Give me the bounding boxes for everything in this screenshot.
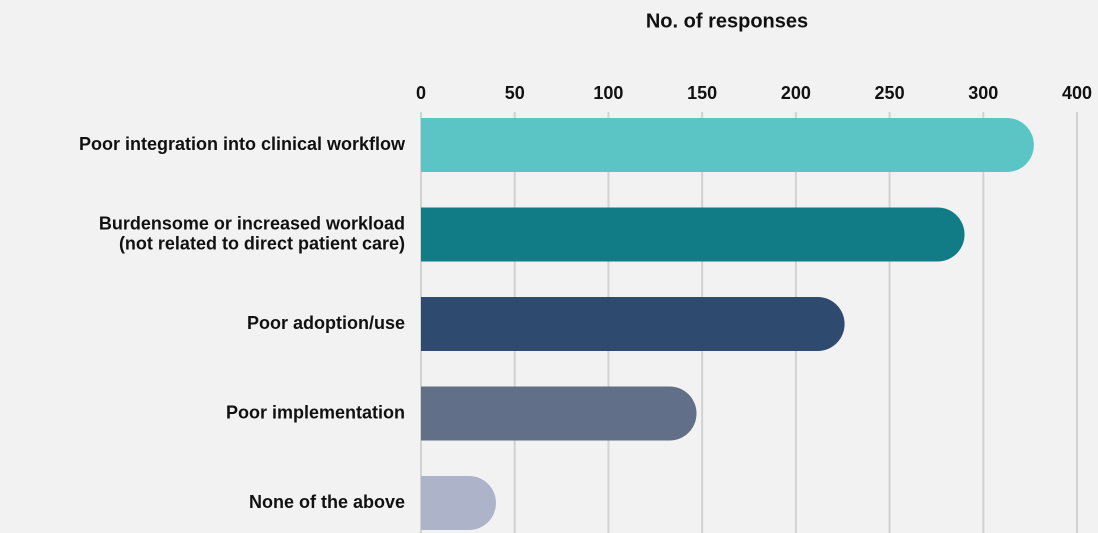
y-tick-label: Poor adoption/use xyxy=(247,313,405,333)
y-tick-label: Poor integration into clinical workflow xyxy=(79,134,406,154)
x-tick-label: 150 xyxy=(687,83,717,103)
x-tick-label: 400 xyxy=(1062,83,1092,103)
y-tick-label: Poor implementation xyxy=(226,402,405,422)
x-tick-label: 50 xyxy=(505,83,525,103)
bar xyxy=(421,118,1034,172)
x-tick-label: 200 xyxy=(781,83,811,103)
x-tick-label: 100 xyxy=(593,83,623,103)
x-tick-label: 250 xyxy=(875,83,905,103)
bar xyxy=(421,207,965,262)
y-tick-label: None of the above xyxy=(249,492,405,512)
y-tick-label: Burdensome or increased workload (not rel… xyxy=(99,213,405,253)
y-tick-label-line: Burdensome or increased workload xyxy=(99,213,405,233)
x-tick-label: 300 xyxy=(968,83,998,103)
x-tick-label: 0 xyxy=(416,83,426,103)
bar xyxy=(421,297,845,351)
y-tick-label-line: (not related to direct patient care) xyxy=(119,233,405,253)
axis-title: No. of responses xyxy=(646,10,808,32)
bar xyxy=(421,476,496,530)
bar xyxy=(421,386,697,441)
